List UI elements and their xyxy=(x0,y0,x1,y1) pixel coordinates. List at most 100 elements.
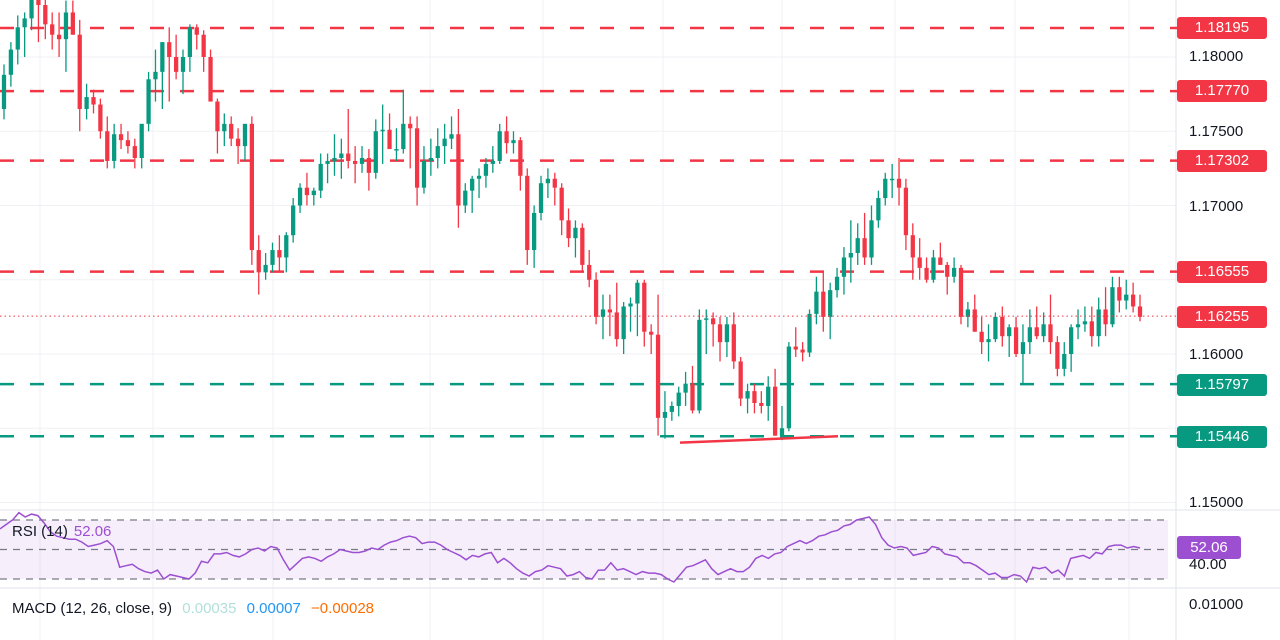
candle-body xyxy=(717,324,723,343)
candle-body xyxy=(414,128,420,188)
candle-body xyxy=(993,316,998,340)
candle-body xyxy=(1020,342,1026,354)
candle-body xyxy=(890,178,895,181)
candle-body xyxy=(1062,354,1067,369)
candle-body xyxy=(972,309,977,332)
candle-body xyxy=(1055,342,1060,369)
candle-body xyxy=(635,282,640,304)
candle-body xyxy=(1013,327,1019,354)
candle-body xyxy=(1110,287,1115,325)
candle-body xyxy=(105,131,110,161)
candle-body xyxy=(139,123,144,158)
candle-body xyxy=(304,187,310,196)
candle-body xyxy=(318,163,323,191)
candle-body xyxy=(22,18,27,28)
candle-body xyxy=(766,386,771,406)
macd-legend[interactable]: MACD (12, 26, close, 9) 0.00035 0.00007 … xyxy=(12,600,380,617)
candle-body xyxy=(903,187,909,236)
candle-body xyxy=(531,212,537,251)
macd-axis-label: 0.01000 xyxy=(1189,596,1244,613)
candle-body xyxy=(814,291,819,314)
candle-body xyxy=(587,264,592,280)
level-tag-resistance-2[interactable]: 1.17770 xyxy=(1177,80,1267,102)
candle-body xyxy=(235,138,241,147)
candle-body xyxy=(339,153,344,158)
rsi-legend[interactable]: RSI (14) 52.06 xyxy=(12,523,117,540)
candle-body xyxy=(979,331,984,343)
candle-body xyxy=(15,27,20,50)
candle-body xyxy=(511,140,516,144)
candle-body xyxy=(862,238,867,258)
candle-body xyxy=(504,131,509,144)
candle-body xyxy=(1034,327,1039,337)
level-tag-resistance-4[interactable]: 1.16555 xyxy=(1177,261,1267,283)
candle-body xyxy=(325,160,330,164)
candle-body xyxy=(483,163,489,176)
candle-body xyxy=(428,157,433,161)
candle-body xyxy=(194,27,199,35)
candle-body xyxy=(711,318,716,325)
candle-body xyxy=(800,349,805,353)
candle-body xyxy=(215,101,220,132)
candle-body xyxy=(614,312,619,340)
candle-body xyxy=(772,386,778,436)
candle-body xyxy=(1082,321,1088,325)
candle-body xyxy=(525,175,530,251)
candle-body xyxy=(401,123,406,150)
candle-body xyxy=(132,146,137,158)
candle-body xyxy=(1048,324,1053,343)
candle-body xyxy=(263,264,268,273)
candle-body xyxy=(284,235,289,258)
candle-body xyxy=(98,104,103,132)
candle-body xyxy=(394,149,399,151)
candle-body xyxy=(201,34,206,57)
candle-body xyxy=(29,0,34,19)
candle-body xyxy=(359,157,365,164)
candle-body xyxy=(1000,316,1005,337)
candle-body xyxy=(1089,321,1094,337)
candle-body xyxy=(291,205,296,236)
candle-body xyxy=(456,134,461,206)
candle-body xyxy=(408,123,413,129)
candle-body xyxy=(573,227,578,239)
candle-body xyxy=(84,97,89,109)
candle-body xyxy=(669,405,674,412)
candle-body xyxy=(628,303,633,307)
level-tag-resistance-1[interactable]: 1.18195 xyxy=(1177,17,1267,39)
candle-body xyxy=(421,160,427,188)
candle-body xyxy=(50,24,55,35)
candle-body xyxy=(841,257,847,277)
candle-body xyxy=(256,250,261,273)
candle-body xyxy=(160,42,165,72)
candle-body xyxy=(187,27,193,57)
candle-body xyxy=(497,131,502,161)
candle-body xyxy=(552,178,557,188)
candle-body xyxy=(380,129,385,132)
candle-body xyxy=(36,0,41,6)
candle-body xyxy=(676,392,681,406)
candle-body xyxy=(153,71,158,80)
price-axis-label: 1.16000 xyxy=(1189,346,1244,363)
candle-body xyxy=(1117,287,1122,301)
rsi-axis-label: 40.00 xyxy=(1189,556,1227,573)
level-tag-resistance-3[interactable]: 1.17302 xyxy=(1177,150,1267,172)
candle-body xyxy=(167,42,172,57)
level-tag-support-2[interactable]: 1.15446 xyxy=(1177,426,1267,448)
candle-body xyxy=(463,190,468,206)
candle-body xyxy=(704,318,709,320)
price-axis-label: 1.15000 xyxy=(1189,494,1244,511)
candle-body xyxy=(1137,306,1143,317)
candle-body xyxy=(752,391,757,404)
candle-body xyxy=(56,34,62,40)
candle-body xyxy=(332,157,337,161)
candle-body xyxy=(951,267,957,277)
candle-body xyxy=(346,153,351,161)
current-price-tag: 1.16255 xyxy=(1177,306,1267,328)
level-tag-support-1[interactable]: 1.15797 xyxy=(1177,374,1267,396)
rsi-line xyxy=(0,511,1141,584)
candle-body xyxy=(697,319,702,411)
candle-body xyxy=(855,238,860,254)
candle-body xyxy=(896,178,902,188)
